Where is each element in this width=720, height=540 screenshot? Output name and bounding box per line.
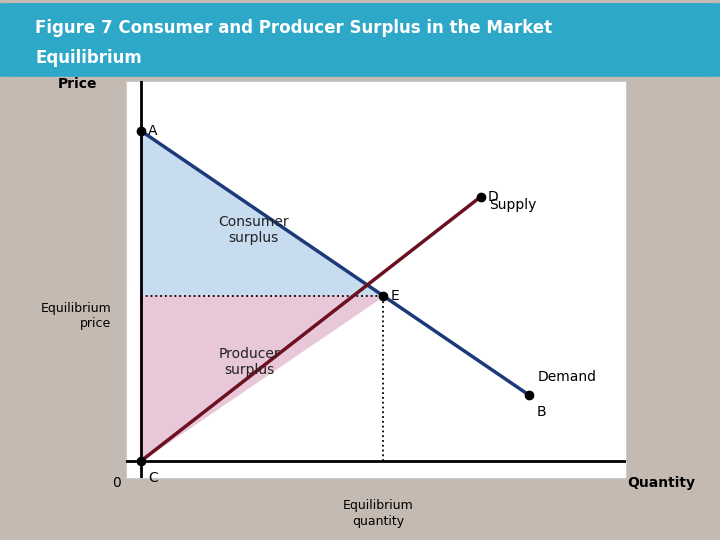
FancyBboxPatch shape bbox=[0, 3, 720, 77]
Text: Equilibrium
quantity: Equilibrium quantity bbox=[343, 500, 413, 528]
Text: Equilibrium: Equilibrium bbox=[35, 49, 142, 68]
Text: Figure 7 Consumer and Producer Surplus in the Market: Figure 7 Consumer and Producer Surplus i… bbox=[35, 19, 552, 37]
Text: B: B bbox=[536, 405, 546, 419]
Text: A: A bbox=[148, 124, 158, 138]
Text: D: D bbox=[488, 190, 499, 204]
Polygon shape bbox=[140, 131, 384, 296]
Text: Demand: Demand bbox=[538, 370, 597, 383]
Text: Quantity: Quantity bbox=[627, 476, 695, 490]
Text: Equilibrium
price: Equilibrium price bbox=[41, 302, 112, 330]
Text: Producer
surplus: Producer surplus bbox=[218, 347, 280, 377]
Text: Consumer
surplus: Consumer surplus bbox=[218, 215, 289, 245]
Text: Supply: Supply bbox=[490, 198, 537, 212]
Text: 0: 0 bbox=[112, 476, 121, 490]
Text: E: E bbox=[391, 289, 400, 303]
Polygon shape bbox=[140, 296, 384, 461]
Text: C: C bbox=[148, 471, 158, 485]
Text: Price: Price bbox=[58, 77, 97, 91]
